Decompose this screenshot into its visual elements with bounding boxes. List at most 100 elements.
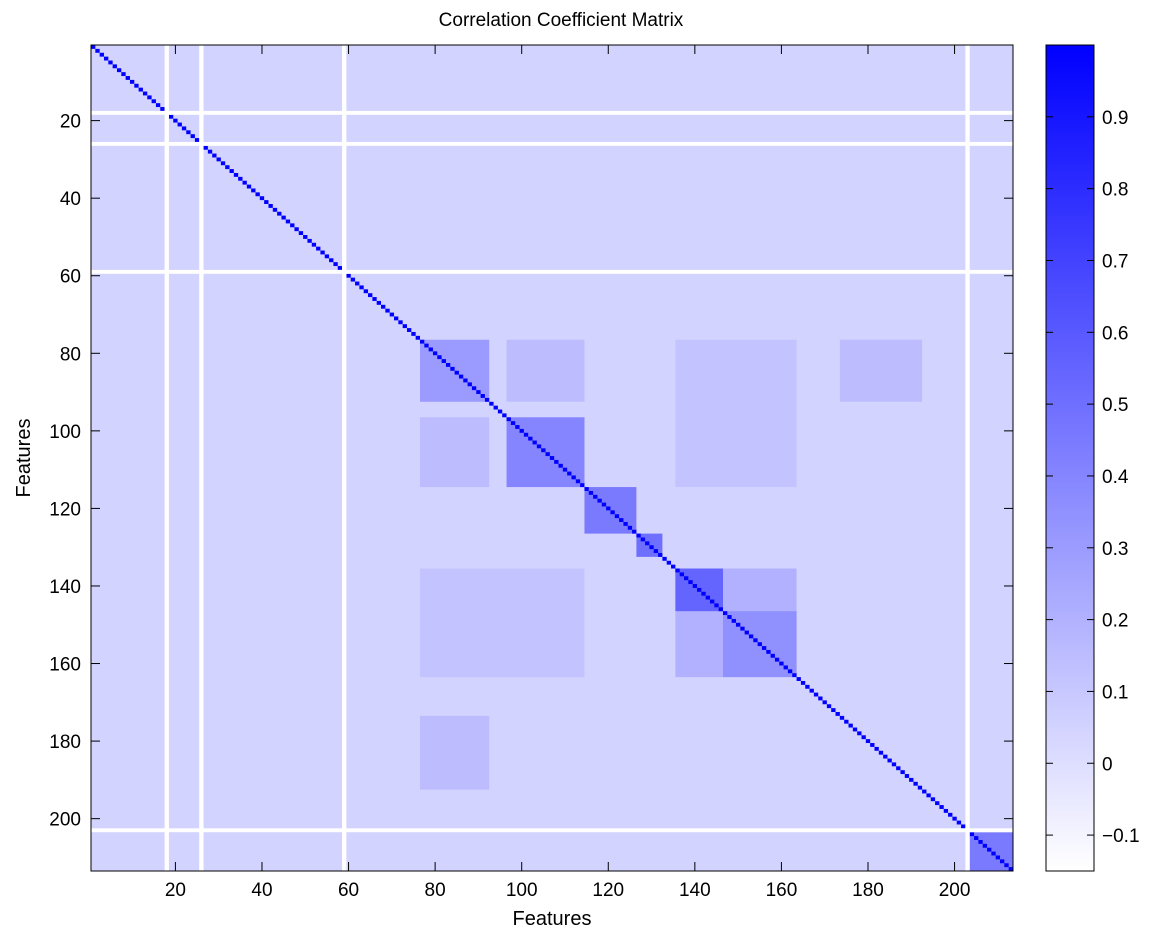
heatmap-diagonal-cell [307, 238, 312, 243]
x-tick-label: 60 [338, 880, 359, 901]
heatmap-block [419, 568, 585, 678]
y-tick-label: 20 [60, 112, 81, 133]
heatmap-diagonal-cell [627, 525, 633, 530]
heatmap-diagonal-cell [450, 366, 455, 371]
heatmap-diagonal-cell [913, 781, 918, 786]
heatmap-diagonal-cell [233, 172, 239, 177]
heatmap-diagonal-cell [394, 316, 399, 321]
heatmap-diagonal-cell [502, 413, 507, 418]
heatmap-diagonal-cell [961, 824, 966, 829]
heatmap-diagonal-cell [411, 331, 416, 336]
y-tick-label: 40 [60, 189, 81, 210]
heatmap-diagonal-cell [852, 727, 858, 732]
heatmap-diagonal-cell [705, 595, 710, 600]
heatmap-diagonal-cell [645, 541, 650, 546]
x-tick-label: 100 [506, 880, 538, 901]
heatmap-diagonal-cell [857, 731, 862, 736]
heatmap-diagonal-cell [697, 587, 702, 592]
heatmap-diagonal-cell [939, 805, 944, 809]
heatmap-diagonal-cell [878, 750, 884, 755]
heatmap-diagonal-cell [554, 459, 559, 464]
heatmap-diagonal-cell [424, 343, 429, 348]
heatmap-diagonal-cell [614, 514, 620, 519]
heatmap-diagonal-cell [363, 289, 369, 294]
heatmap-diagonal-cell [588, 490, 594, 495]
heatmap-diagonal-cell [151, 99, 156, 104]
heatmap-diagonal-cell [701, 591, 706, 596]
x-axis-label: Features [513, 908, 592, 930]
heatmap-diagonal-cell [277, 211, 282, 216]
heatmap-diagonal-cell [917, 785, 923, 790]
x-tick-label: 200 [939, 880, 971, 901]
heatmap-diagonal-cell [658, 553, 663, 557]
heatmap-empty-column [199, 45, 204, 871]
heatmap-diagonal-cell [385, 308, 390, 313]
heatmap-diagonal-cell [489, 401, 494, 406]
heatmap-diagonal-cell [796, 677, 801, 681]
y-tick-label: 80 [60, 344, 81, 365]
heatmap-diagonal-cell [129, 79, 135, 84]
heatmap-diagonal-cell [99, 52, 104, 57]
heatmap-cells [91, 45, 1013, 871]
heatmap-diagonal-cell [497, 409, 503, 414]
heatmap-diagonal-cell [710, 599, 715, 604]
heatmap-diagonal-cell [800, 680, 806, 685]
heatmap-diagonal-cell [281, 215, 286, 220]
x-tick-label: 40 [251, 880, 272, 901]
heatmap-diagonal-cell [891, 762, 897, 767]
heatmap-diagonal-cell [636, 533, 641, 538]
y-tick-label: 100 [49, 422, 81, 443]
heatmap-diagonal-cell [108, 60, 113, 65]
heatmap-diagonal-cell [541, 448, 546, 453]
heatmap-diagonal-cell [688, 580, 693, 585]
heatmap-block [839, 339, 923, 402]
x-tick-label: 180 [852, 880, 884, 901]
heatmap-diagonal-cell [987, 847, 992, 852]
heatmap-empty-column [164, 45, 169, 871]
heatmap-diagonal-cell [818, 696, 823, 701]
y-axis-label: Features [13, 419, 35, 498]
heatmap-diagonal-cell [238, 176, 243, 181]
colorbar-tick-label: 0.9 [1102, 108, 1128, 129]
heatmap-diagonal-cell [558, 463, 563, 468]
heatmap-diagonal-cell [848, 723, 853, 728]
heatmap-diagonal-cell [255, 192, 260, 197]
heatmap-diagonal-cell [562, 467, 568, 472]
heatmap-block [419, 417, 490, 488]
heatmap-diagonal-cell [138, 87, 143, 92]
heatmap-diagonal-cell [865, 739, 871, 744]
heatmap-diagonal-cell [649, 545, 654, 550]
heatmap-diagonal-cell [398, 320, 403, 325]
heatmap-diagonal-cell [969, 832, 975, 837]
heatmap-plot-area: 20 40 60 80 100 120 140 160 180 200 20 40 60 80 100 12… [49, 44, 1014, 901]
heatmap-diagonal-cell [173, 118, 178, 123]
heatmap-diagonal-cell [982, 843, 988, 848]
heatmap-diagonal-cell [722, 611, 728, 616]
heatmap-diagonal-cell [896, 766, 901, 771]
heatmap-diagonal-cell [606, 506, 611, 511]
heatmap-diagonal-cell [671, 564, 676, 569]
heatmap-diagonal-cell [428, 347, 433, 352]
y-tick-label: 180 [49, 732, 81, 753]
y-axis-ticks: 20 40 60 80 100 120 140 160 180 200 [49, 112, 1013, 831]
heatmap-diagonal-cell [359, 285, 364, 290]
y-tick-label: 200 [49, 810, 81, 831]
heatmap-diagonal-cell [506, 417, 511, 422]
heatmap-diagonal-cell [177, 122, 182, 127]
heatmap-diagonal-cell [948, 812, 953, 817]
colorbar-tick-label: 0.8 [1102, 180, 1128, 201]
heatmap-diagonal-cell [103, 56, 109, 61]
heatmap-diagonal-cell [744, 630, 749, 635]
heatmap-diagonal-cell [727, 615, 732, 619]
heatmap-diagonal-cell [112, 64, 117, 69]
heatmap-diagonal-cell [904, 774, 910, 778]
heatmap-diagonal-cell [735, 622, 741, 627]
colorbar-tick-label: 0.3 [1102, 539, 1128, 560]
heatmap-diagonal-cell [272, 207, 278, 212]
heatmap-diagonal-cell [580, 483, 585, 488]
heatmap-diagonal-cell [389, 312, 395, 317]
heatmap-diagonal-cell [121, 72, 126, 77]
y-tick-label: 160 [49, 655, 81, 676]
heatmap-diagonal-cell [285, 219, 291, 224]
